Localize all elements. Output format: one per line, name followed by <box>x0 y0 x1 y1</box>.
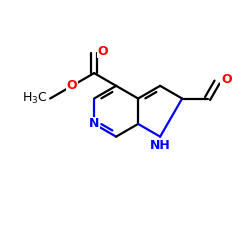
Text: O: O <box>67 79 78 92</box>
Text: NH: NH <box>150 139 171 152</box>
Text: O: O <box>97 45 108 58</box>
Text: H$_3$C: H$_3$C <box>22 91 48 106</box>
Text: N: N <box>89 118 99 130</box>
Text: O: O <box>221 73 232 86</box>
